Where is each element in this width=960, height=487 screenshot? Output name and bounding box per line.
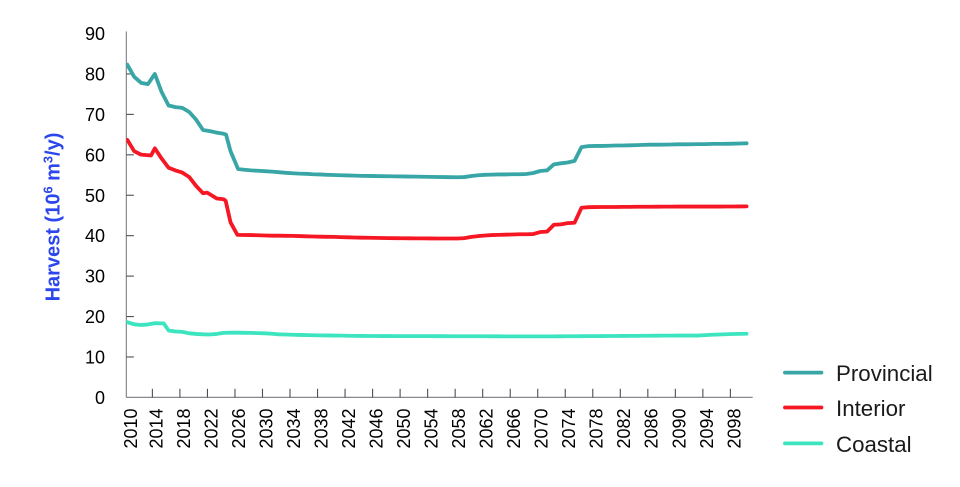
svg-text:Provincial: Provincial	[836, 361, 933, 386]
svg-text:2054: 2054	[422, 408, 442, 448]
svg-text:2070: 2070	[532, 408, 552, 448]
svg-text:2066: 2066	[504, 408, 524, 448]
svg-text:2090: 2090	[669, 408, 689, 448]
svg-text:2062: 2062	[477, 408, 497, 448]
svg-text:2030: 2030	[256, 408, 276, 448]
svg-text:2074: 2074	[559, 408, 579, 448]
svg-text:2026: 2026	[229, 408, 249, 448]
svg-text:80: 80	[85, 64, 105, 84]
svg-text:10: 10	[85, 347, 105, 367]
svg-text:40: 40	[85, 226, 105, 246]
svg-text:2038: 2038	[311, 408, 331, 448]
svg-text:2094: 2094	[697, 408, 717, 448]
svg-text:60: 60	[85, 145, 105, 165]
svg-text:2050: 2050	[394, 408, 414, 448]
svg-text:2010: 2010	[121, 408, 141, 448]
svg-text:2086: 2086	[642, 408, 662, 448]
svg-text:2034: 2034	[284, 408, 304, 448]
svg-text:30: 30	[85, 267, 105, 287]
svg-text:2014: 2014	[146, 408, 166, 448]
svg-text:Coastal: Coastal	[836, 432, 912, 457]
svg-text:2018: 2018	[174, 408, 194, 448]
svg-text:2058: 2058	[449, 408, 469, 448]
svg-text:90: 90	[85, 24, 105, 44]
svg-text:2022: 2022	[201, 408, 221, 448]
svg-text:70: 70	[85, 105, 105, 125]
svg-text:2078: 2078	[587, 408, 607, 448]
svg-text:2046: 2046	[366, 408, 386, 448]
svg-text:50: 50	[85, 186, 105, 206]
svg-text:Interior: Interior	[836, 396, 906, 421]
svg-text:2042: 2042	[339, 408, 359, 448]
svg-text:2082: 2082	[614, 408, 634, 448]
svg-text:2098: 2098	[724, 408, 744, 448]
svg-text:0: 0	[95, 388, 105, 408]
svg-text:20: 20	[85, 307, 105, 327]
